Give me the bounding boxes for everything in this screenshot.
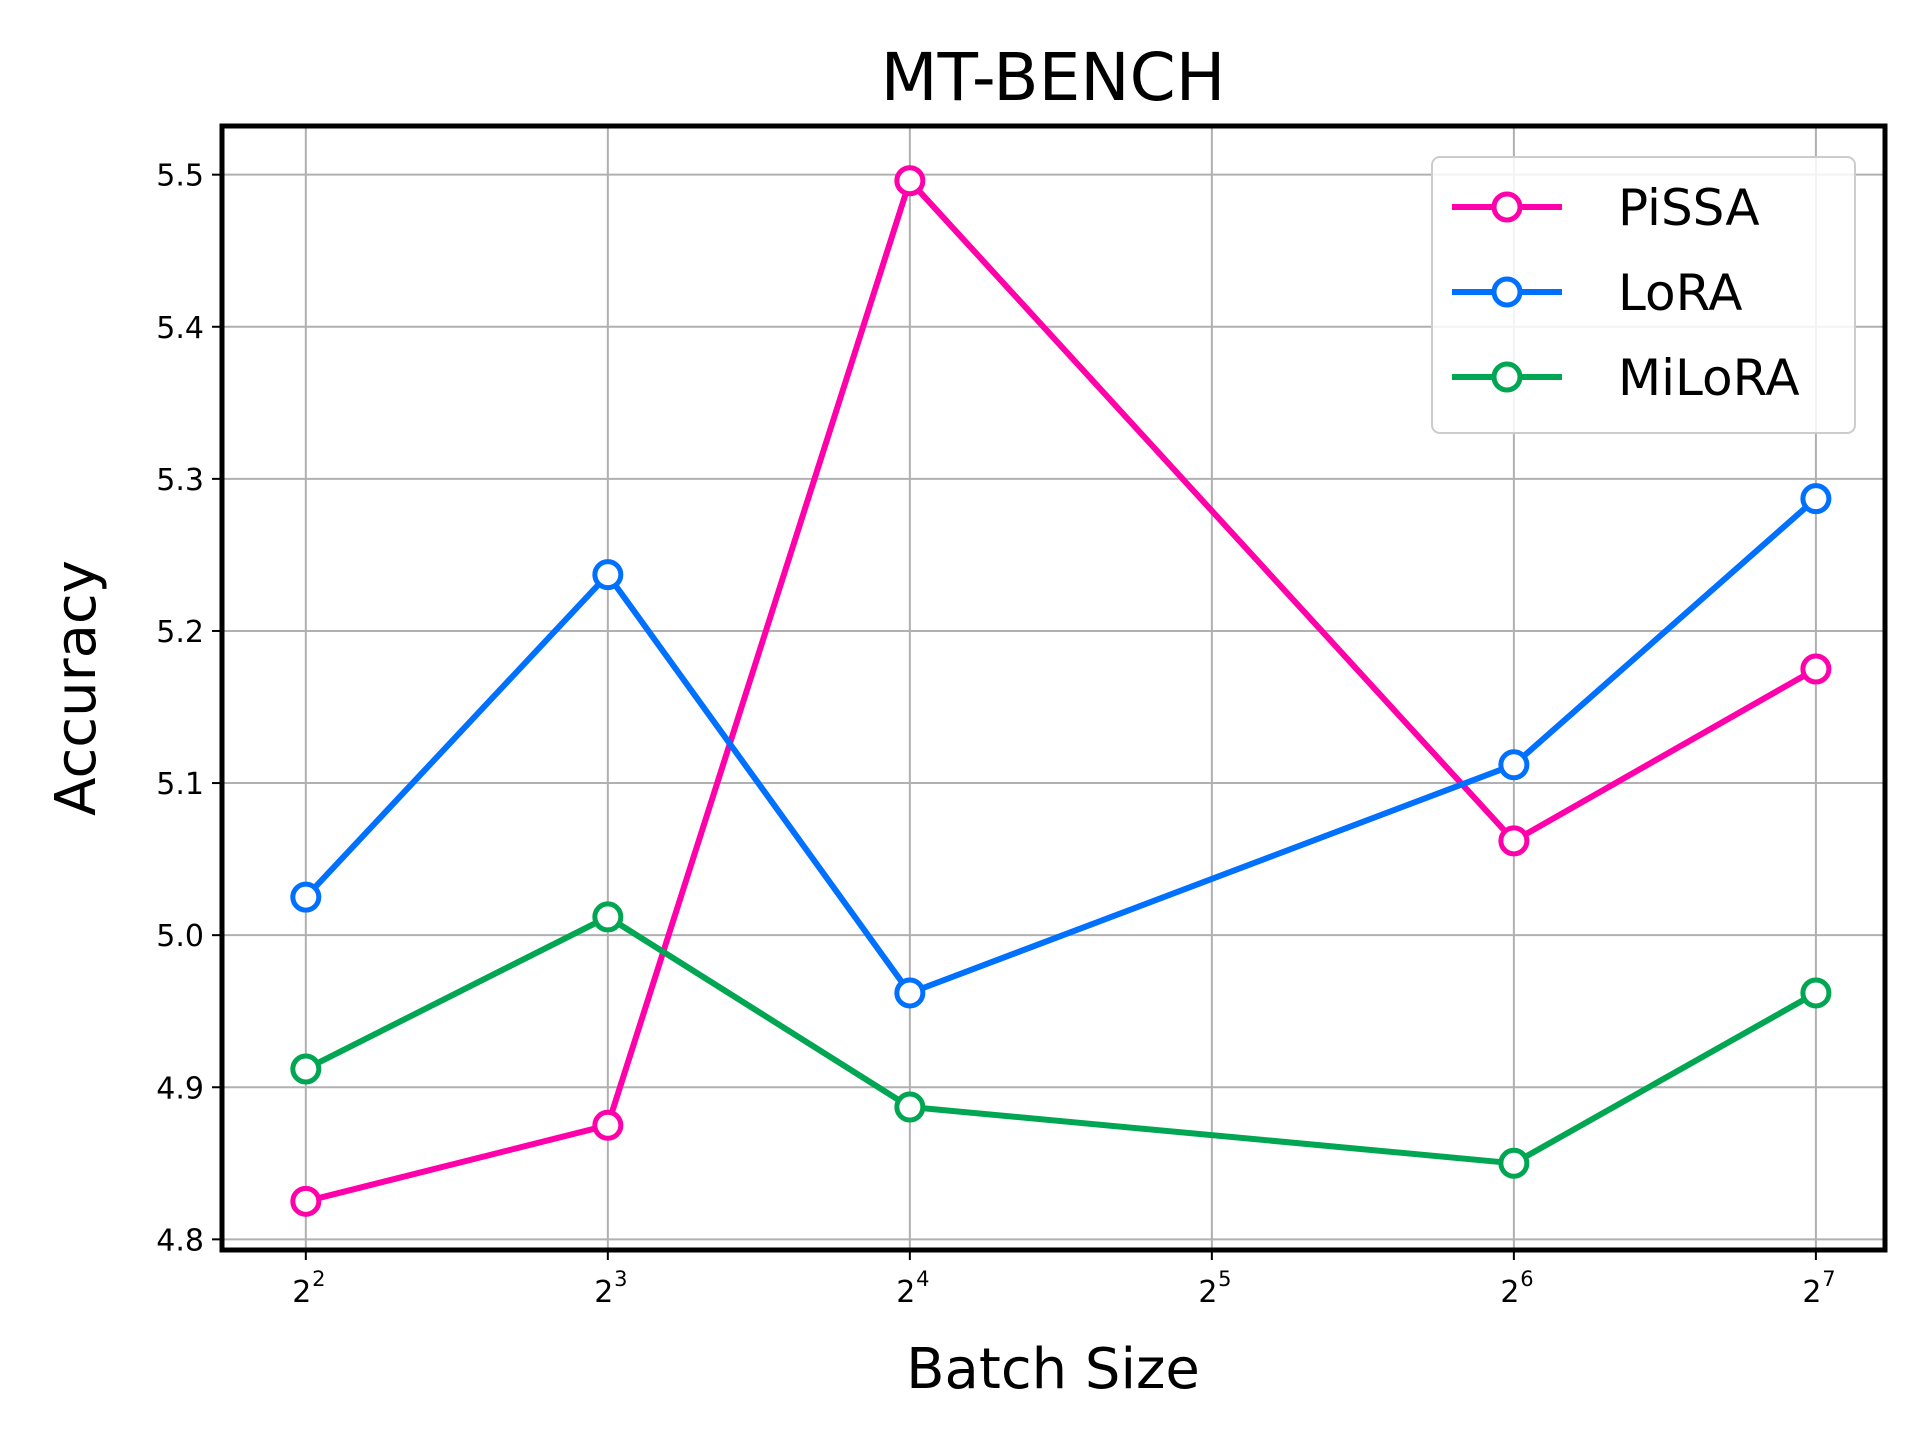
x-tick-base: 2 [1802, 1275, 1821, 1310]
data-point [1498, 1147, 1530, 1179]
chart-title: MT-BENCH [881, 39, 1226, 116]
x-tick-base: 2 [292, 1275, 311, 1310]
x-tick-exponent: 4 [916, 1267, 929, 1291]
legend-marker [1491, 191, 1523, 223]
series-milora [290, 901, 1832, 1179]
data-point [1800, 483, 1832, 515]
x-tick-base: 2 [594, 1275, 613, 1310]
series-layer [290, 165, 1832, 1217]
data-point [894, 977, 926, 1009]
grid [222, 126, 1885, 1250]
x-tick-exponent: 5 [1218, 1267, 1231, 1291]
x-tick-exponent: 2 [312, 1267, 325, 1291]
legend-item-lora: LoRA [1452, 264, 1743, 322]
data-point [592, 1109, 624, 1141]
legend-item-milora: MiLoRA [1452, 349, 1800, 407]
data-point [290, 881, 322, 913]
legend-box [1431, 156, 1856, 434]
y-tick-label: 5.3 [156, 463, 204, 498]
data-point [1498, 749, 1530, 781]
data-point [1800, 653, 1832, 685]
series-lora [290, 483, 1832, 1009]
data-point [1800, 977, 1832, 1009]
y-tick-label: 4.8 [156, 1223, 204, 1258]
legend: PiSSA LoRA MiLoRA [1431, 156, 1856, 434]
x-axis-label: Batch Size [906, 1337, 1200, 1402]
y-tick-label: 5.4 [156, 311, 204, 346]
legend-label: LoRA [1618, 264, 1743, 322]
x-tick-base: 2 [896, 1275, 915, 1310]
x-tick-base: 2 [1500, 1275, 1519, 1310]
x-tick-exponent: 3 [614, 1267, 627, 1291]
data-point [290, 1185, 322, 1217]
legend-marker [1491, 276, 1523, 308]
y-tick-label: 5.1 [156, 767, 204, 802]
data-point [894, 165, 926, 197]
y-tick-label: 5.0 [156, 919, 204, 954]
legend-label: PiSSA [1618, 179, 1760, 237]
legend-item-pissa: PiSSA [1452, 179, 1760, 237]
data-point [894, 1091, 926, 1123]
ticks: 4.84.95.05.15.25.35.45.52 2 2 3 2 4 2 5 2 6 2 7 [156, 159, 1835, 1310]
data-point [592, 901, 624, 933]
data-point [290, 1053, 322, 1085]
data-point [592, 559, 624, 591]
x-tick-exponent: 7 [1822, 1267, 1835, 1291]
y-tick-label: 5.2 [156, 615, 204, 650]
x-tick-exponent: 6 [1520, 1267, 1533, 1291]
plot-frame [219, 123, 1888, 1253]
legend-label: MiLoRA [1618, 349, 1800, 407]
series-pissa [290, 165, 1832, 1217]
y-tick-label: 4.9 [156, 1071, 204, 1106]
y-tick-label: 5.5 [156, 159, 204, 194]
legend-marker [1491, 361, 1523, 393]
data-point [1498, 825, 1530, 857]
x-tick-base: 2 [1198, 1275, 1217, 1310]
y-axis-label: Accuracy [44, 560, 109, 816]
